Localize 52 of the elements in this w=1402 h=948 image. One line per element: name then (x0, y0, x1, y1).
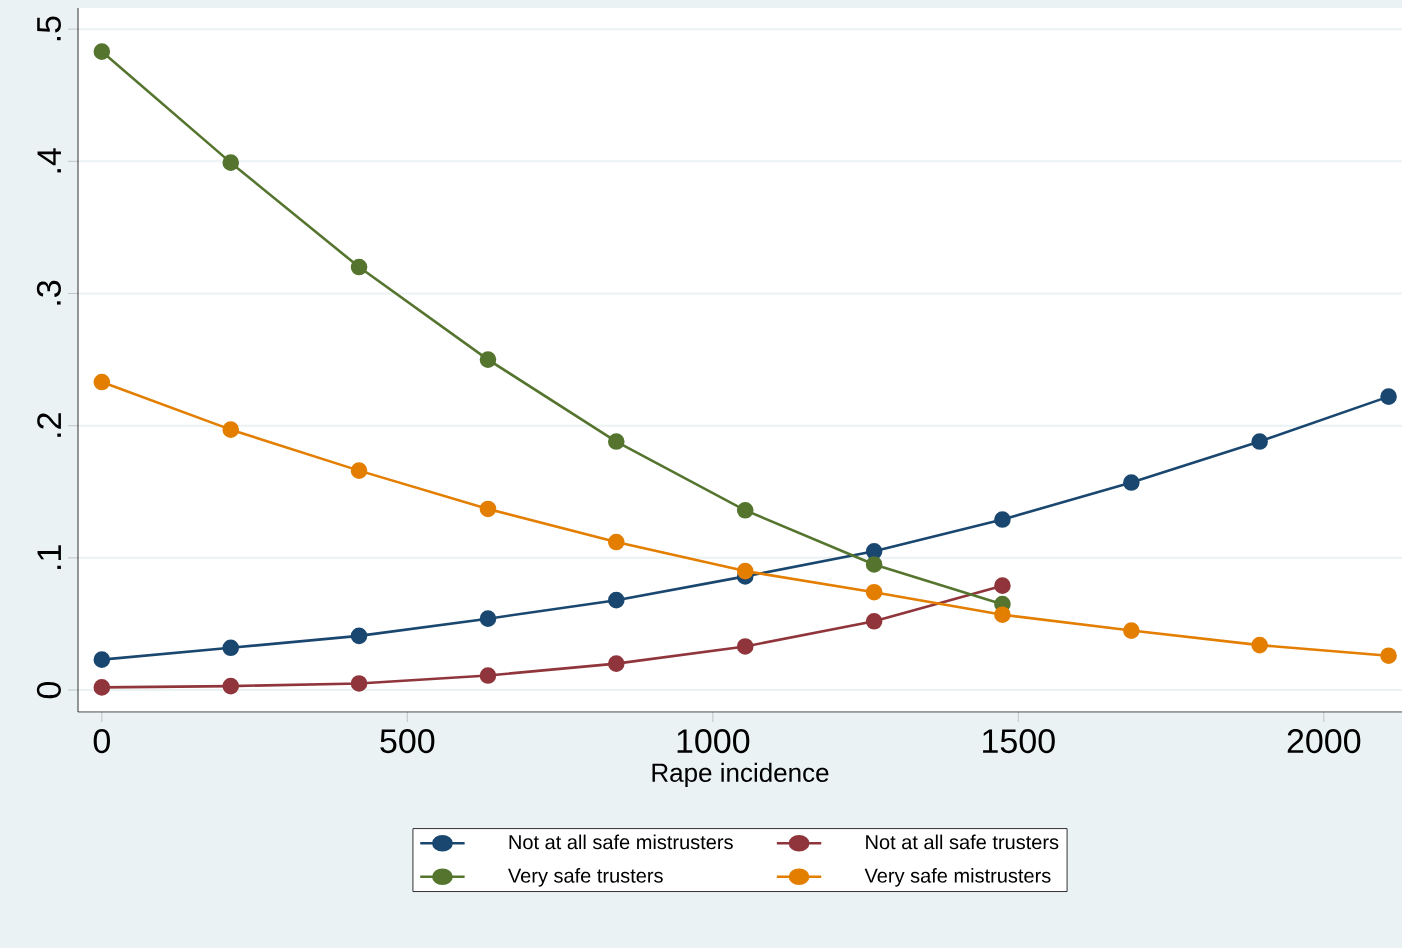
x-tick-label: 1000 (677, 729, 750, 754)
x-tick-label: 2000 (1287, 729, 1361, 754)
legend-label: Very safe trusters (508, 868, 663, 887)
point (222, 154, 240, 171)
point (93, 651, 111, 668)
y-tick-label: .3 (36, 280, 61, 305)
point (865, 613, 883, 630)
point (479, 500, 497, 518)
point (994, 606, 1011, 624)
point (865, 542, 883, 560)
point (479, 351, 497, 368)
point (1123, 474, 1140, 491)
x-tick-label: 1500 (983, 729, 1055, 754)
point (865, 556, 883, 573)
point (479, 667, 497, 684)
legend-label: Not at all safe mistrusters (509, 834, 733, 850)
y-tick-label: .4 (37, 148, 61, 173)
point (994, 511, 1011, 528)
point (1123, 622, 1140, 639)
point (607, 433, 625, 450)
y-tick-label: 0 (36, 681, 61, 699)
y-tick-label: .2 (37, 413, 61, 437)
point (479, 610, 497, 627)
point (1251, 636, 1268, 654)
legend-label: Not at all safe trusters (866, 834, 1059, 850)
point (222, 639, 240, 657)
point (1380, 388, 1397, 405)
x-tick-label: 500 (380, 729, 435, 754)
point (736, 638, 754, 655)
point (736, 501, 754, 519)
point (350, 675, 368, 692)
point (222, 677, 240, 695)
point (736, 562, 754, 580)
point (350, 462, 368, 479)
x-axis-title: Rape incidence (652, 762, 829, 788)
point (1380, 647, 1397, 664)
point (607, 591, 625, 609)
point (994, 577, 1011, 594)
y-tick-label: .1 (37, 545, 61, 569)
x-tick-label: 0 (93, 729, 110, 754)
legend-label: Very safe mistrusters (864, 868, 1051, 887)
point (93, 43, 111, 60)
point (865, 583, 883, 601)
point (350, 627, 368, 645)
point (93, 373, 111, 391)
point (222, 421, 240, 438)
point (607, 655, 625, 672)
point (93, 679, 111, 696)
point (1251, 433, 1268, 450)
y-tick-label: .5 (37, 16, 61, 41)
point (350, 258, 368, 276)
point (607, 533, 625, 551)
